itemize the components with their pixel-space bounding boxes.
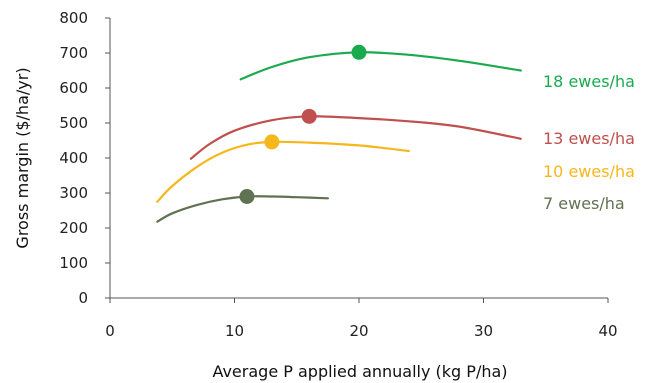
series-label: 18 ewes/ha (543, 72, 635, 91)
optimum-point (301, 108, 317, 124)
series-line (156, 195, 329, 223)
axes (109, 18, 608, 299)
series-1: 18 ewes/ha (239, 44, 635, 91)
series-3: 10 ewes/ha (156, 134, 635, 203)
series-line (156, 140, 410, 203)
optimum-point (239, 189, 255, 204)
y-tick-label: 800 (59, 9, 88, 27)
series-line (239, 51, 522, 81)
series-label: 10 ewes/ha (543, 162, 635, 181)
x-tick-label: 40 (598, 322, 617, 340)
x-tick-label: 10 (225, 322, 244, 340)
y-tick-label: 600 (59, 79, 88, 97)
series-line (189, 115, 522, 160)
series-4: 7 ewes/ha (156, 189, 625, 223)
series-2: 13 ewes/ha (189, 108, 635, 160)
series-label: 7 ewes/ha (543, 194, 625, 213)
series-label: 13 ewes/ha (543, 129, 635, 148)
series-group: 18 ewes/ha 13 ewes/ha 10 ewes/ha 7 ewes/ha (156, 44, 635, 223)
optimum-point (351, 44, 367, 60)
y-axis-title: Gross margin ($/ha/yr) (13, 67, 32, 248)
y-tick-label: 400 (59, 149, 88, 167)
y-tick-label: 0 (78, 289, 88, 307)
y-tick-label: 700 (59, 44, 88, 62)
x-ticks: 0 10 20 30 40 (105, 298, 618, 340)
y-tick-label: 500 (59, 114, 88, 132)
y-ticks: 0 100 200 300 400 500 600 700 800 (59, 9, 110, 307)
x-tick-label: 30 (474, 322, 493, 340)
optimum-point (264, 134, 280, 150)
x-tick-label: 0 (105, 322, 115, 340)
y-tick-label: 300 (59, 184, 88, 202)
y-tick-label: 100 (59, 254, 88, 272)
x-tick-label: 20 (349, 322, 368, 340)
y-tick-label: 200 (59, 219, 88, 237)
x-axis-title: Average P applied annually (kg P/ha) (212, 362, 507, 381)
